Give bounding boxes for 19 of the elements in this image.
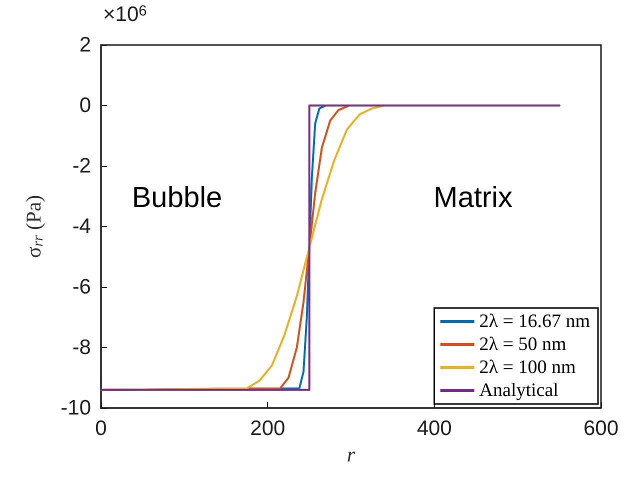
legend-label: 2λ = 100 nm [479, 357, 576, 378]
y-tick-label: 0 [79, 94, 91, 117]
y-tick-label: -8 [72, 336, 91, 359]
y-tick-label: -4 [72, 215, 92, 238]
x-axis-title: r [346, 442, 356, 466]
annotation: Matrix [434, 182, 513, 214]
x-tick-label: 200 [250, 417, 286, 440]
x-tick-label: 400 [416, 417, 452, 440]
x-tick-label: 600 [583, 417, 619, 440]
y-tick-label: -2 [72, 154, 91, 178]
legend-label: Analytical [479, 380, 558, 401]
y-axis-title: σrr (Pa) [21, 195, 46, 258]
legend-label: 2λ = 16.67 nm [479, 311, 590, 332]
annotation: Bubble [132, 182, 222, 214]
y-tick-label: -10 [60, 396, 91, 420]
x-tick-label: 0 [95, 417, 107, 440]
y-tick-label: -6 [72, 276, 91, 298]
legend-label: 2λ = 50 nm [479, 334, 566, 355]
y-tick-label: 2 [79, 34, 91, 56]
